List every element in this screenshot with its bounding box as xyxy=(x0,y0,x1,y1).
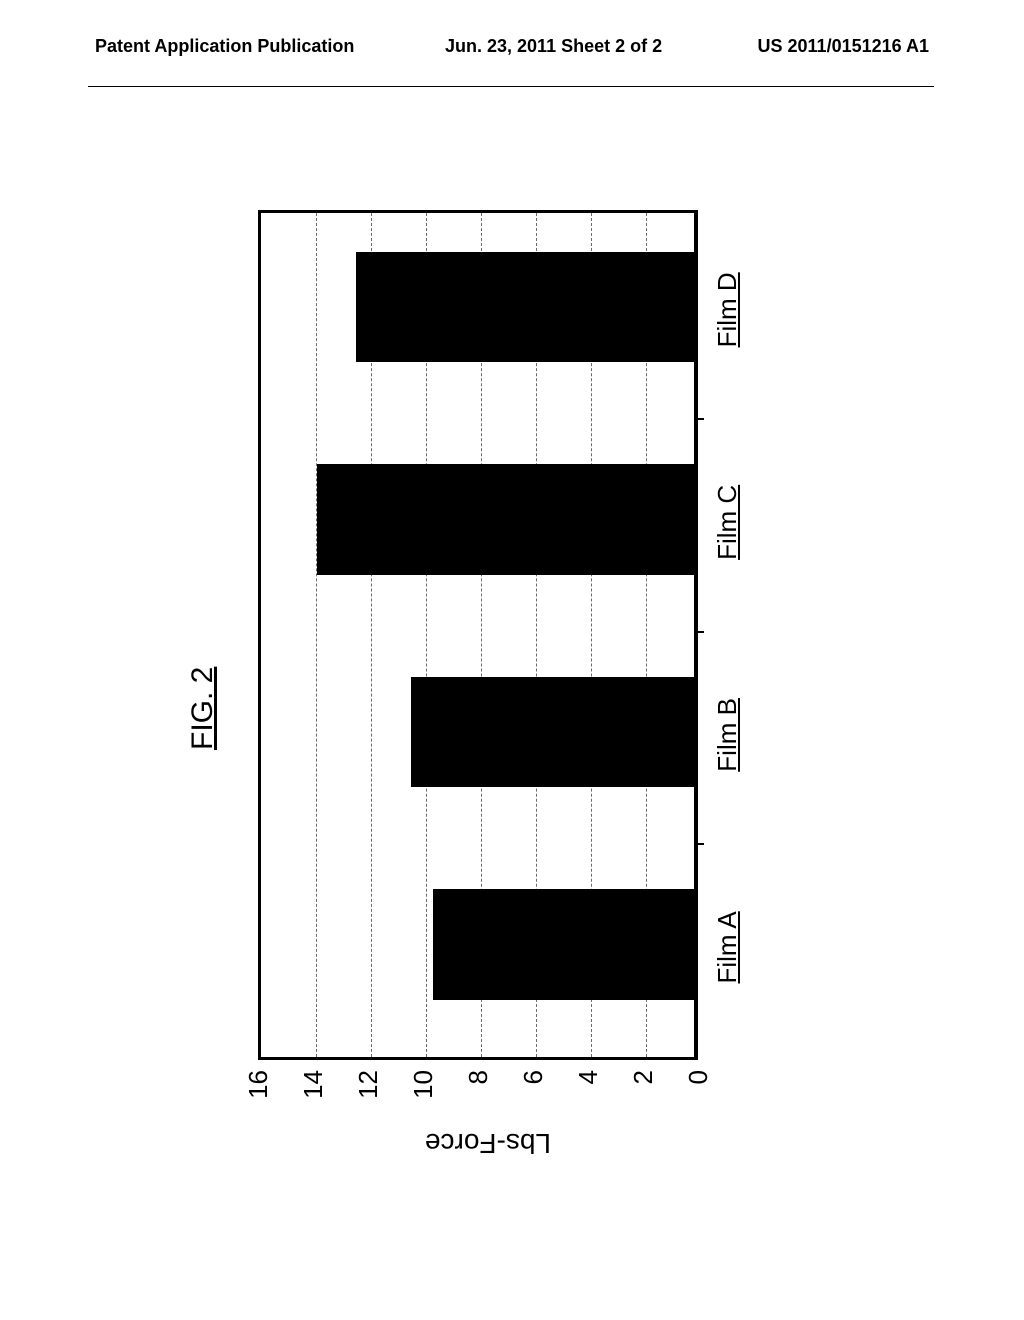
header-center: Jun. 23, 2011 Sheet 2 of 2 xyxy=(445,36,662,57)
y-tick-label: 6 xyxy=(518,1070,549,1130)
x-tick-label: Film B xyxy=(712,629,743,842)
y-tick-label: 10 xyxy=(408,1070,439,1130)
y-tick-label: 16 xyxy=(243,1070,274,1130)
plot-area xyxy=(258,210,698,1060)
x-tick-mark xyxy=(694,631,704,633)
x-tick-label: Film D xyxy=(712,204,743,417)
bar xyxy=(411,677,694,788)
y-axis-title: Lbs-Force xyxy=(425,1127,551,1159)
y-tick-label: 14 xyxy=(298,1070,329,1130)
header-left: Patent Application Publication xyxy=(95,36,354,57)
bar xyxy=(317,464,694,575)
header-right: US 2011/0151216 A1 xyxy=(758,36,929,57)
y-tick-label: 4 xyxy=(573,1070,604,1130)
figure-title: FIG. 2 xyxy=(186,667,220,750)
y-tick-label: 8 xyxy=(463,1070,494,1130)
x-tick-label: Film A xyxy=(712,841,743,1054)
x-tick-mark xyxy=(694,844,704,846)
chart-stage-wrap: FIG. 2 Lbs-Force 0246810121416Film AFilm… xyxy=(0,370,1024,1050)
y-tick-label: 2 xyxy=(628,1070,659,1130)
page: Patent Application Publication Jun. 23, … xyxy=(0,0,1024,1320)
chart-stage: FIG. 2 Lbs-Force 0246810121416Film AFilm… xyxy=(172,160,852,1260)
x-tick-mark xyxy=(694,419,704,421)
bar xyxy=(356,252,694,363)
page-header: Patent Application Publication Jun. 23, … xyxy=(0,36,1024,76)
grid-line xyxy=(316,213,317,1057)
header-rule xyxy=(88,86,934,87)
bar xyxy=(433,889,694,1000)
x-tick-label: Film C xyxy=(712,416,743,629)
y-tick-label: 0 xyxy=(683,1070,714,1130)
y-tick-label: 12 xyxy=(353,1070,384,1130)
